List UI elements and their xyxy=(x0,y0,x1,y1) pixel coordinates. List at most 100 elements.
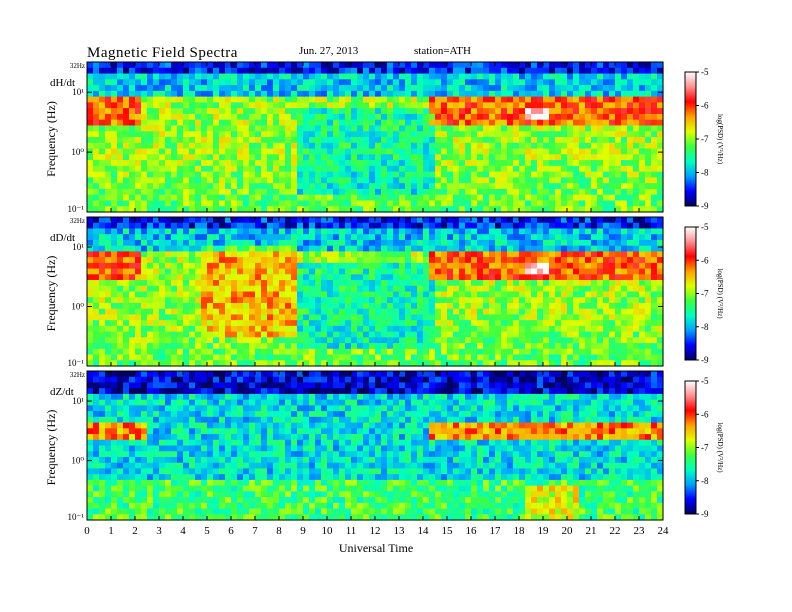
spectrogram-cell xyxy=(93,171,100,178)
spectrogram-cell xyxy=(93,251,100,258)
spectrogram-cell xyxy=(183,67,190,75)
spectrogram-cell xyxy=(231,325,238,333)
spectrogram-cell xyxy=(189,200,196,207)
spectrogram-cell xyxy=(585,194,592,202)
spectrogram-cell xyxy=(231,314,238,321)
spectrogram-cell xyxy=(525,302,532,310)
spectrogram-cell xyxy=(531,177,538,184)
spectrogram-cell xyxy=(345,234,352,241)
spectrogram-cell xyxy=(555,268,562,275)
spectrogram-cell xyxy=(207,354,214,361)
spectrogram-cell xyxy=(513,354,520,361)
spectrogram-cell xyxy=(327,102,334,109)
spectrogram-cell xyxy=(579,234,586,241)
spectrogram-cell xyxy=(297,160,304,167)
spectrogram-cell xyxy=(291,119,298,127)
spectrogram-cell xyxy=(597,113,604,121)
spectrogram-cell xyxy=(525,200,532,207)
spectrogram-cell xyxy=(483,160,490,167)
spectrogram-cell xyxy=(471,108,478,115)
spectrogram-cell xyxy=(633,360,640,367)
spectrogram-cell xyxy=(135,102,142,109)
spectrogram-cell xyxy=(291,165,298,173)
spectrogram-cell xyxy=(111,360,118,367)
spectrogram-cell xyxy=(489,251,496,258)
spectrogram-cell xyxy=(423,285,430,293)
spectrogram-cell xyxy=(633,234,640,241)
spectrogram-cell xyxy=(273,314,280,321)
spectrogram-cell xyxy=(291,348,298,356)
spectrogram-cell xyxy=(597,262,604,270)
spectrogram-cell xyxy=(111,257,118,264)
spectrogram-cell xyxy=(381,137,388,144)
spectrogram-cell xyxy=(273,154,280,161)
spectrogram-cell xyxy=(315,108,322,115)
spectrogram-cell xyxy=(207,262,214,270)
spectrogram-cell xyxy=(207,343,214,350)
spectrogram-cell xyxy=(369,297,376,304)
spectrogram-cell xyxy=(657,137,664,144)
spectrogram-cell xyxy=(567,154,574,161)
spectrogram-cell xyxy=(573,331,580,338)
spectrogram-cell xyxy=(129,291,136,298)
spectrogram-cell xyxy=(561,188,568,196)
spectrogram-cell xyxy=(501,206,508,213)
spectrogram-cell xyxy=(123,325,130,333)
spectrogram-cell xyxy=(135,325,142,333)
spectrogram-cell xyxy=(609,262,616,270)
spectrogram-cell xyxy=(303,85,310,92)
spectrogram-cell xyxy=(297,331,304,338)
spectrogram-cell xyxy=(459,308,466,316)
spectrogram-cell xyxy=(231,302,238,310)
spectrogram-cell xyxy=(477,85,484,92)
spectrogram-cell xyxy=(525,188,532,196)
spectrogram-cell xyxy=(393,239,400,247)
spectrogram-cell xyxy=(255,239,262,247)
spectrogram-cell xyxy=(93,119,100,127)
spectrogram-cell xyxy=(459,96,466,103)
spectrogram-cell xyxy=(363,142,370,150)
spectrogram-cell xyxy=(393,291,400,298)
spectrogram-cell xyxy=(105,285,112,293)
spectrogram-cell xyxy=(465,343,472,350)
spectrogram-cell xyxy=(597,308,604,316)
spectrogram-cell xyxy=(129,79,136,86)
spectrogram-cell xyxy=(435,131,442,138)
spectrogram-cell xyxy=(123,119,130,127)
spectrogram-cell xyxy=(525,148,532,155)
spectrogram-cell xyxy=(129,280,136,287)
spectrogram-cell xyxy=(291,160,298,167)
spectrogram-cell xyxy=(417,177,424,184)
spectrogram-cell xyxy=(627,228,634,235)
spectrogram-cell xyxy=(441,131,448,138)
spectrogram-cell xyxy=(567,343,574,350)
spectrogram-cell xyxy=(327,360,334,367)
spectrogram-cell xyxy=(507,320,514,327)
spectrogram-cell xyxy=(549,268,556,275)
spectrogram-cell xyxy=(363,119,370,127)
spectrogram-cell xyxy=(225,308,232,316)
spectrogram-cell xyxy=(357,222,364,230)
spectrogram-cell xyxy=(393,308,400,316)
spectrogram-cell xyxy=(141,171,148,178)
spectrogram-cell xyxy=(105,160,112,167)
spectrogram-cell xyxy=(123,131,130,138)
spectrogram-cell xyxy=(543,325,550,333)
spectrogram-cell xyxy=(285,96,292,103)
spectrogram-cell xyxy=(303,119,310,127)
spectrogram-cell xyxy=(261,234,268,241)
spectrogram-cell xyxy=(477,183,484,190)
spectrogram-cell xyxy=(171,268,178,275)
spectrogram-cell xyxy=(531,160,538,167)
spectrogram-cell xyxy=(393,245,400,252)
spectrogram-cell xyxy=(279,262,286,270)
spectrogram-cell xyxy=(369,348,376,356)
spectrogram-cell xyxy=(399,165,406,173)
spectrogram-cell xyxy=(321,251,328,258)
spectrogram-cell xyxy=(225,183,232,190)
spectrogram-cell xyxy=(507,274,514,281)
spectrogram-cell xyxy=(99,200,106,207)
spectrogram-cell xyxy=(177,194,184,202)
spectrogram-cell xyxy=(609,268,616,275)
spectrogram-cell xyxy=(561,171,568,178)
